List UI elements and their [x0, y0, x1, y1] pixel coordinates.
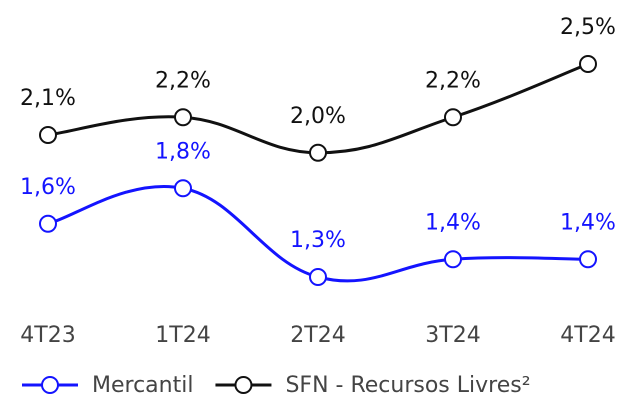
marker — [579, 250, 597, 269]
data-label: 2,1% — [20, 86, 76, 111]
data-label: 1,8% — [155, 139, 211, 164]
data-label: 2,5% — [560, 15, 616, 40]
data-label: 2,0% — [290, 104, 346, 129]
marker — [309, 143, 327, 162]
marker — [39, 214, 57, 233]
marker — [309, 268, 327, 286]
x-tick-label: 1T24 — [155, 323, 210, 348]
marker — [174, 179, 192, 198]
legend-marker — [41, 376, 59, 394]
x-tick-label: 3T24 — [425, 323, 480, 348]
marker — [174, 108, 192, 127]
legend-label: Mercantil — [92, 373, 193, 398]
marker — [444, 250, 462, 269]
x-tick-label: 2T24 — [290, 323, 345, 348]
data-label: 1,4% — [425, 210, 481, 235]
x-tick-label: 4T23 — [20, 323, 75, 348]
marker — [579, 55, 597, 73]
data-label: 1,6% — [20, 175, 76, 200]
legend-label: SFN - Recursos Livres² — [285, 373, 530, 398]
data-label: 1,3% — [290, 228, 346, 253]
data-label: 2,2% — [155, 68, 211, 93]
data-label: 1,4% — [560, 210, 616, 235]
marker — [39, 126, 57, 144]
data-label: 2,2% — [425, 68, 481, 93]
x-tick-label: 4T24 — [560, 323, 615, 348]
legend-item: Mercantil — [22, 373, 193, 398]
legend-item: SFN - Recursos Livres² — [215, 373, 531, 398]
legend-marker — [234, 376, 253, 394]
marker — [444, 108, 462, 127]
